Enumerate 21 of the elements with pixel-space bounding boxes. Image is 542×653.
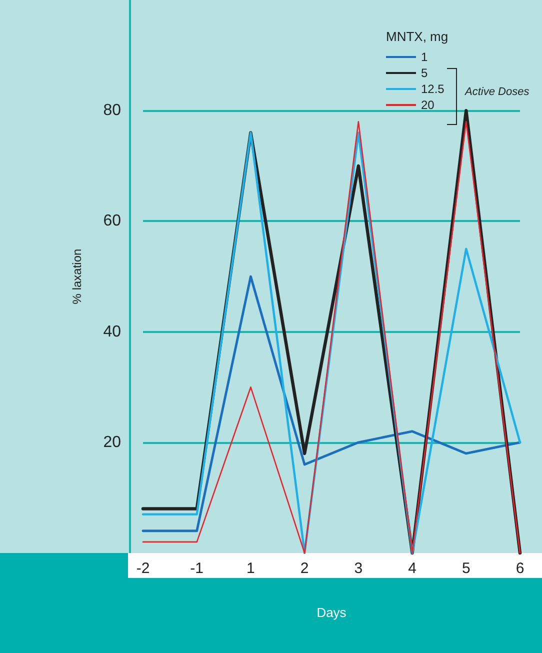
x-tick-label: 2 (300, 560, 309, 577)
legend-title: MNTX, mg (386, 29, 448, 44)
x-axis-title: Days (316, 605, 347, 620)
x-tick-label: 6 (516, 560, 524, 577)
y-tick-label: 80 (103, 102, 122, 120)
line-series (142, 275, 522, 532)
legend-label: 5 (421, 66, 428, 80)
x-tick-label: 3 (354, 560, 363, 577)
x-tick-label: -2 (136, 560, 150, 577)
y-tick-label: 20 (103, 434, 122, 451)
y-axis-title: % laxation (70, 248, 84, 304)
x-tick-label: -1 (190, 560, 204, 577)
y-tick-label: 40 (103, 323, 122, 340)
x-tick-label: 1 (246, 560, 255, 577)
x-tick-label: 4 (408, 560, 416, 577)
annotation: Active Doses (465, 86, 530, 98)
legend-label: 1 (421, 50, 428, 64)
x-tick-label: 5 (462, 560, 470, 577)
y-tick-label: 60 (103, 212, 122, 230)
legend-label: 12.5 (421, 82, 445, 96)
legend-label: 20 (421, 98, 435, 112)
